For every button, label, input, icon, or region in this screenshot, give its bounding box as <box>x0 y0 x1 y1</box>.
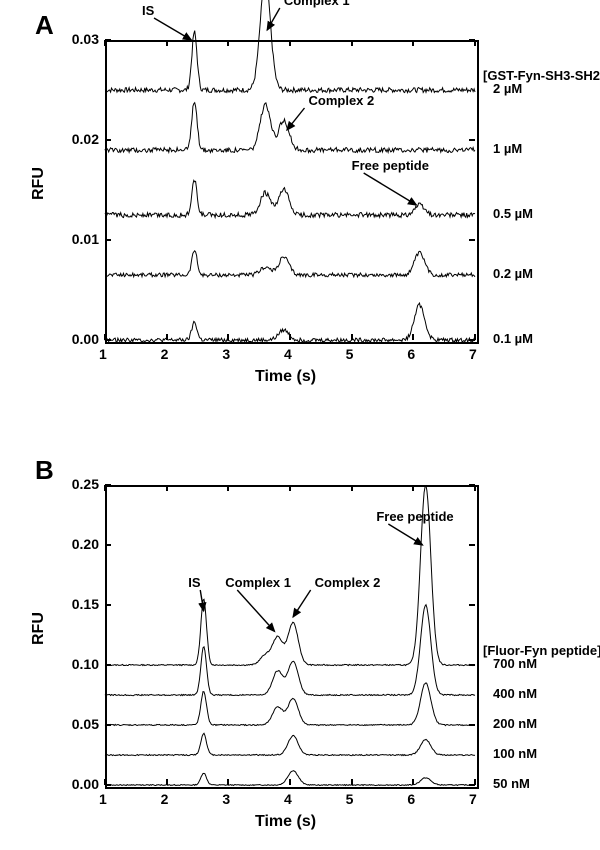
electropherogram-trace <box>105 683 475 726</box>
y-tick-label: 0.00 <box>72 331 99 347</box>
x-tick-label: 4 <box>284 791 292 807</box>
electropherogram-trace <box>105 180 475 217</box>
panel-label-b: B <box>35 455 54 486</box>
x-axis-label: Time (s) <box>255 368 316 386</box>
concentration-label: 2 µM <box>493 81 522 96</box>
y-tick-label: 0.02 <box>72 131 99 147</box>
peak-annotation: Complex 2 <box>315 575 381 590</box>
x-tick-label: 3 <box>222 791 230 807</box>
annotation-arrow <box>293 590 311 617</box>
annotation-arrow <box>267 8 280 30</box>
peak-annotation: IS <box>142 3 155 18</box>
x-tick-label: 7 <box>469 346 477 362</box>
annotation-arrow <box>388 524 422 545</box>
x-axis-label: Time (s) <box>255 813 316 831</box>
y-tick-label: 0.10 <box>72 656 99 672</box>
concentration-label: 50 nM <box>493 776 530 791</box>
electropherogram-trace <box>105 771 475 786</box>
y-tick-label: 0.15 <box>72 596 99 612</box>
electropherogram-trace <box>105 0 475 93</box>
peak-annotation: Free peptide <box>376 509 453 524</box>
electropherogram-trace <box>105 303 475 342</box>
y-axis-label: RFU <box>30 612 48 645</box>
peak-annotation: IS <box>188 575 201 590</box>
concentration-label: 0.5 µM <box>493 206 533 221</box>
concentration-label: 700 nM <box>493 656 537 671</box>
x-tick-label: 1 <box>99 791 107 807</box>
peak-annotation: Complex 1 <box>284 0 350 8</box>
concentration-label: 200 nM <box>493 716 537 731</box>
y-tick-label: 0.20 <box>72 536 99 552</box>
y-axis-label: RFU <box>30 167 48 200</box>
y-tick-label: 0.03 <box>72 31 99 47</box>
concentration-label: 0.2 µM <box>493 266 533 281</box>
trace-layer: IS Complex 1 Complex 2 Free peptide <box>105 425 475 785</box>
panel-label-a: A <box>35 10 54 41</box>
concentration-label: 100 nM <box>493 746 537 761</box>
x-tick-label: 2 <box>161 791 169 807</box>
concentration-label: 0.1 µM <box>493 331 533 346</box>
x-tick-label: 6 <box>407 346 415 362</box>
x-tick-label: 7 <box>469 791 477 807</box>
peak-annotation: Complex 2 <box>309 93 375 108</box>
peak-annotation: Complex 1 <box>225 575 291 590</box>
annotation-arrow <box>237 590 274 631</box>
y-tick-label: 0.05 <box>72 716 99 732</box>
x-tick-label: 6 <box>407 791 415 807</box>
y-tick-label: 0.25 <box>72 476 99 492</box>
x-tick-label: 5 <box>346 791 354 807</box>
annotation-arrow <box>154 18 191 40</box>
x-tick-label: 4 <box>284 346 292 362</box>
x-tick-label: 5 <box>346 346 354 362</box>
x-tick-label: 1 <box>99 346 107 362</box>
trace-layer: IS Complex 1 Complex 2 Free peptide <box>105 0 475 340</box>
peak-annotation: Free peptide <box>352 158 429 173</box>
x-tick-label: 3 <box>222 346 230 362</box>
annotation-arrow <box>287 108 305 130</box>
y-tick-label: 0.01 <box>72 231 99 247</box>
electropherogram-trace <box>105 103 475 153</box>
electropherogram-trace <box>105 605 475 696</box>
y-tick-label: 0.00 <box>72 776 99 792</box>
x-tick-label: 2 <box>161 346 169 362</box>
electropherogram-trace <box>105 733 475 755</box>
concentration-label: 1 µM <box>493 141 522 156</box>
concentration-label: 400 nM <box>493 686 537 701</box>
annotation-arrow <box>364 173 417 205</box>
electropherogram-trace <box>105 251 475 277</box>
